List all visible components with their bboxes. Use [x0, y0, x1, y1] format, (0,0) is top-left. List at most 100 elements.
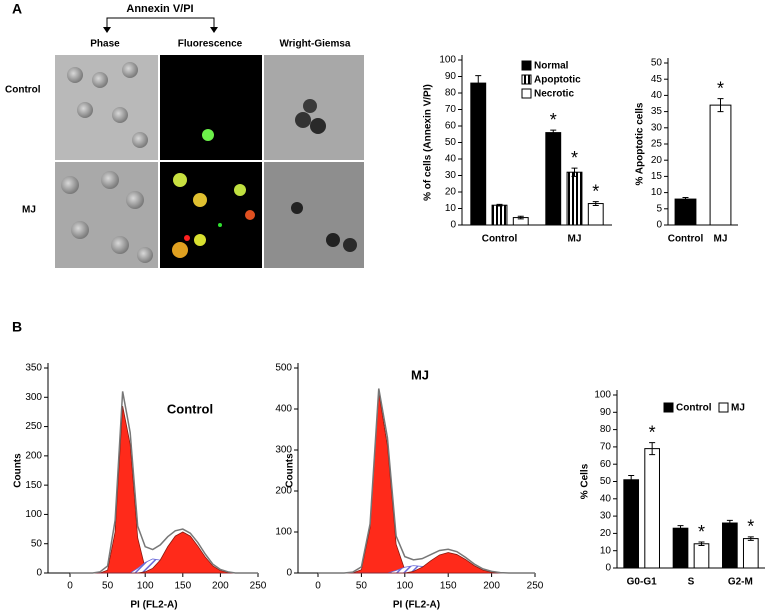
error-bar: [628, 474, 635, 485]
fitted-area: [70, 531, 258, 574]
error-bar: [571, 167, 578, 177]
y-tick-label: 30: [445, 170, 457, 181]
bar: [644, 448, 660, 569]
error-bar: [517, 215, 524, 220]
y-tick-label: 500: [275, 363, 292, 374]
y-tick-label: 300: [275, 445, 292, 456]
y-tick-label: 25: [651, 139, 663, 150]
y-tick-label: 250: [25, 421, 42, 432]
x-tick-label: 150: [174, 581, 191, 592]
legend-swatch: [663, 402, 674, 413]
y-axis-label: % Cells: [580, 463, 591, 499]
significance-mark: *: [747, 517, 754, 537]
error-bar: [747, 536, 754, 541]
y-tick-label: 50: [651, 58, 663, 69]
error-bar: [649, 442, 656, 456]
y-tick-label: 70: [445, 104, 457, 115]
error-bar: [475, 75, 482, 92]
y-tick-label: 40: [600, 493, 612, 504]
bar: [742, 538, 759, 569]
x-tick-label: 0: [67, 581, 73, 592]
y-tick-label: 80: [445, 88, 457, 99]
significance-mark: *: [698, 522, 705, 542]
y-axis-label: Counts: [285, 453, 296, 488]
y-tick-label: 0: [36, 568, 42, 579]
legend-swatch: [521, 74, 532, 85]
error-bar: [592, 201, 599, 207]
legend-label: MJ: [731, 403, 745, 414]
x-tick-label: Control: [668, 234, 704, 245]
legend-swatch: [521, 60, 532, 71]
y-tick-label: 40: [651, 90, 663, 101]
x-tick-label: 250: [527, 581, 544, 592]
y-tick-label: 100: [275, 527, 292, 538]
significance-mark: *: [592, 181, 599, 201]
x-tick-label: Control: [482, 234, 518, 245]
y-tick-label: 350: [25, 363, 42, 374]
bar: [623, 479, 640, 569]
column-header: Wright-Giemsa: [280, 39, 351, 50]
fitted-area: [318, 392, 535, 574]
y-tick-label: 90: [445, 71, 457, 82]
bar: [693, 543, 710, 569]
significance-mark: *: [550, 110, 557, 130]
y-tick-label: 0: [656, 220, 662, 231]
y-tick-label: 70: [600, 442, 612, 453]
y-tick-label: 400: [275, 404, 292, 415]
y-tick-label: 300: [25, 392, 42, 403]
y-tick-label: 80: [600, 424, 612, 435]
y-tick-label: 100: [594, 390, 611, 401]
x-tick-label: 50: [356, 581, 368, 592]
y-tick-label: 35: [651, 106, 663, 117]
x-tick-label: G2-M: [728, 577, 753, 588]
x-tick-label: MJ: [568, 234, 582, 245]
legend-swatch: [718, 402, 729, 413]
y-tick-label: 30: [651, 122, 663, 133]
y-tick-label: 20: [651, 155, 663, 166]
y-tick-label: 60: [600, 459, 612, 470]
significance-mark: *: [571, 148, 578, 168]
x-tick-label: 150: [440, 581, 457, 592]
bar: [470, 82, 487, 226]
y-tick-label: 50: [31, 538, 43, 549]
error-bar: [677, 525, 684, 532]
y-tick-label: 0: [286, 568, 292, 579]
error-bar: [496, 203, 503, 207]
panel-label: B: [12, 319, 22, 335]
column-header: Phase: [90, 39, 120, 50]
y-tick-label: 40: [445, 154, 457, 165]
x-tick-label: 50: [102, 581, 114, 592]
legend-label: Control: [676, 403, 712, 414]
row-header: Control: [5, 85, 41, 96]
x-tick-label: 250: [250, 581, 267, 592]
bar: [709, 104, 732, 226]
column-header: Fluorescence: [178, 39, 243, 50]
y-tick-label: 0: [450, 220, 456, 231]
group-header: Annexin V/PI: [126, 3, 193, 15]
y-tick-label: 45: [651, 74, 663, 85]
x-tick-label: 200: [212, 581, 229, 592]
panel-label: A: [12, 1, 22, 17]
y-tick-label: 50: [600, 476, 612, 487]
y-tick-label: 200: [25, 450, 42, 461]
x-axis-label: PI (FL2-A): [393, 600, 440, 611]
legend-label: Necrotic: [534, 89, 574, 100]
y-tick-label: 20: [600, 528, 612, 539]
x-tick-label: 100: [396, 581, 413, 592]
error-bar: [698, 541, 705, 547]
bar: [674, 198, 697, 226]
bar: [566, 171, 583, 226]
micrographs: [55, 55, 364, 268]
x-tick-label: 100: [137, 581, 154, 592]
y-tick-label: 200: [275, 486, 292, 497]
x-tick-label: MJ: [714, 234, 728, 245]
legend-swatch: [521, 88, 532, 99]
x-tick-label: 0: [315, 581, 321, 592]
legend-label: Apoptotic: [534, 75, 581, 86]
annotation: Control: [167, 401, 213, 416]
fitted-area: [70, 405, 258, 574]
y-tick-label: 20: [445, 187, 457, 198]
y-tick-label: 150: [25, 480, 42, 491]
bar: [545, 132, 562, 226]
y-axis-label: % Apoptotic cells: [635, 102, 646, 185]
